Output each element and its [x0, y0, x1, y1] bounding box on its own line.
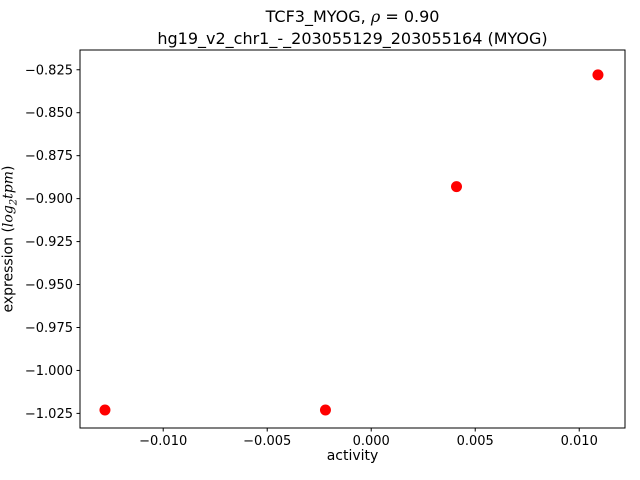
data-point [592, 69, 604, 81]
y-tick-label: −0.925 [25, 235, 73, 250]
y-tick-label: −0.900 [25, 192, 73, 207]
chart-title-line1: TCF3_MYOG, ρ = 0.90 [265, 7, 440, 26]
x-tick-label: −0.010 [139, 434, 187, 449]
chart-title: TCF3_MYOG, ρ = 0.90 hg19_v2_chr1_-_20305… [80, 6, 625, 50]
y-tick-label: −1.000 [25, 364, 73, 379]
x-tick-label: 0.005 [457, 434, 494, 449]
data-point [99, 404, 111, 416]
y-tick-label: −0.825 [25, 63, 73, 78]
data-point [451, 181, 463, 193]
x-tick-label: 0.010 [561, 434, 598, 449]
y-tick-label: −0.975 [25, 321, 73, 336]
y-tick-label: −0.950 [25, 278, 73, 293]
y-tick-label: −0.875 [25, 149, 73, 164]
chart-title-line2: hg19_v2_chr1_-_203055129_203055164 (MYOG… [157, 29, 548, 48]
axes-box [79, 49, 626, 429]
x-axis-label: activity [326, 448, 379, 464]
x-tick-label: 0.000 [353, 434, 390, 449]
rho-symbol: ρ [370, 7, 381, 26]
x-tick-label: −0.005 [243, 434, 291, 449]
y-tick-label: −1.025 [25, 407, 73, 422]
y-tick-label: −0.850 [25, 106, 73, 121]
data-point [319, 404, 331, 416]
